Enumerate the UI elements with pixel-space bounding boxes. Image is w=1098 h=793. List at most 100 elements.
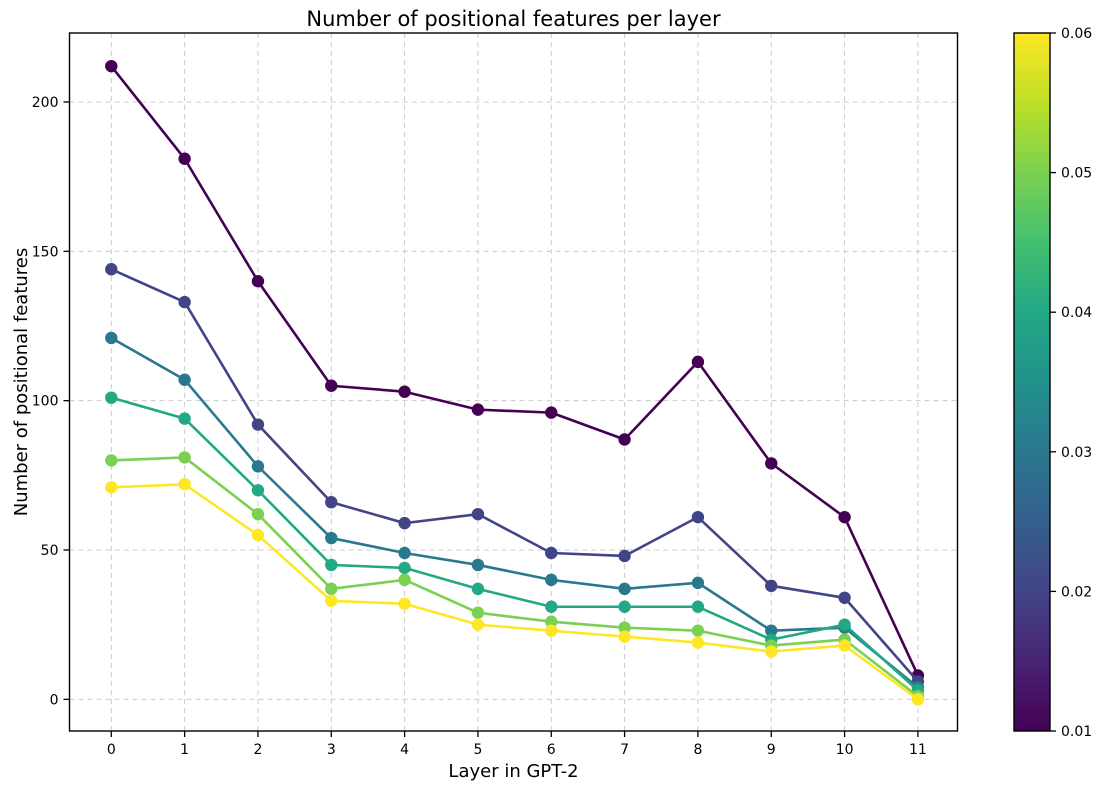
x-tick-label: 7 [620, 742, 629, 758]
x-tick-label: 11 [909, 742, 927, 758]
y-axis-label: Number of positional features [11, 248, 32, 517]
data-point [325, 379, 338, 392]
data-point [545, 546, 558, 560]
data-point [691, 576, 705, 590]
data-point [251, 418, 265, 431]
data-point [838, 510, 851, 524]
data-point [765, 457, 778, 470]
series-line [110, 336, 919, 689]
y-tick-label: 0 [50, 692, 59, 708]
axis-ticks [63, 101, 919, 737]
series-0.01 [105, 59, 925, 682]
x-tick-label: 8 [693, 742, 702, 758]
x-axis-label: Layer in GPT-2 [448, 761, 578, 782]
colorbar-tick-label: 0.01 [1061, 724, 1092, 740]
series-line [110, 268, 919, 683]
data-point [838, 639, 851, 652]
data-point [765, 579, 778, 593]
data-point [251, 507, 265, 521]
data-point [105, 454, 118, 467]
data-point [838, 618, 851, 631]
colorbar-tick-label: 0.06 [1061, 26, 1092, 42]
data-point [471, 507, 485, 521]
series-0.06 [105, 478, 925, 706]
data-point [178, 478, 191, 491]
series-0.05 [105, 451, 925, 703]
data-point [251, 484, 265, 497]
data-point [618, 630, 631, 643]
data-point [765, 624, 778, 637]
data-point [105, 263, 118, 276]
data-point [618, 582, 631, 596]
series-0.04 [105, 391, 925, 697]
data-point [178, 373, 191, 386]
data-point [325, 558, 338, 572]
chart-title: Number of positional features per layer [306, 7, 721, 31]
data-point [325, 531, 338, 545]
data-point [691, 624, 705, 637]
data-point [251, 460, 265, 473]
data-point [618, 433, 631, 446]
data-point [471, 582, 485, 596]
data-point [545, 573, 558, 587]
y-tick-label: 100 [32, 394, 59, 410]
data-point [325, 594, 338, 607]
data-point [178, 152, 191, 165]
x-tick-label: 0 [107, 742, 116, 758]
series-line [110, 396, 919, 692]
data-point [545, 615, 558, 628]
data-point [398, 573, 411, 587]
data-point [618, 549, 631, 563]
data-point [471, 618, 485, 631]
data-point [691, 600, 705, 613]
y-tick-labels: 0 50 100 150 200 [32, 95, 59, 708]
grid-lines [69, 33, 958, 731]
data-point [618, 621, 631, 634]
plot-border [68, 32, 959, 732]
data-point [691, 510, 705, 524]
x-tick-label: 3 [327, 742, 336, 758]
data-point [838, 591, 851, 604]
data-point [325, 496, 338, 509]
data-point [178, 451, 191, 464]
y-tick-label: 150 [32, 244, 59, 260]
y-tick-label: 50 [41, 543, 59, 559]
data-series [105, 59, 925, 706]
data-point [398, 597, 411, 610]
data-point [105, 481, 118, 494]
data-point [471, 403, 485, 416]
colorbar-tick-label: 0.04 [1061, 305, 1092, 321]
x-tick-labels: 0 1 2 3 4 5 6 7 8 9 10 11 [107, 742, 927, 758]
data-point [398, 385, 411, 398]
data-point [618, 600, 631, 613]
colorbar-tick-label: 0.02 [1061, 584, 1092, 600]
data-point [545, 600, 558, 613]
colorbar-tick-label: 0.05 [1061, 166, 1092, 182]
data-point [178, 412, 191, 425]
series-0.03 [105, 331, 925, 694]
data-point [471, 558, 485, 572]
x-tick-label: 5 [473, 742, 482, 758]
data-point [105, 59, 118, 73]
data-point [105, 391, 118, 404]
data-point [545, 624, 558, 637]
data-point [765, 645, 778, 658]
colorbar-tick-label: 0.03 [1061, 445, 1092, 461]
series-line [111, 456, 919, 698]
x-tick-label: 1 [180, 742, 189, 758]
data-point [178, 295, 191, 309]
data-point [691, 355, 705, 369]
data-point [325, 582, 338, 596]
colorbar-gradient [1013, 32, 1051, 732]
series-0.02 [105, 263, 925, 688]
data-point [398, 516, 411, 530]
data-point [471, 606, 485, 619]
data-point [545, 406, 558, 419]
colorbar: 0.01 0.02 0.03 0.04 0.05 0.06 [1013, 26, 1092, 740]
data-point [251, 274, 265, 288]
series-line [111, 482, 919, 701]
data-point [251, 528, 265, 542]
y-tick-label: 200 [32, 95, 59, 111]
x-tick-label: 9 [767, 742, 776, 758]
